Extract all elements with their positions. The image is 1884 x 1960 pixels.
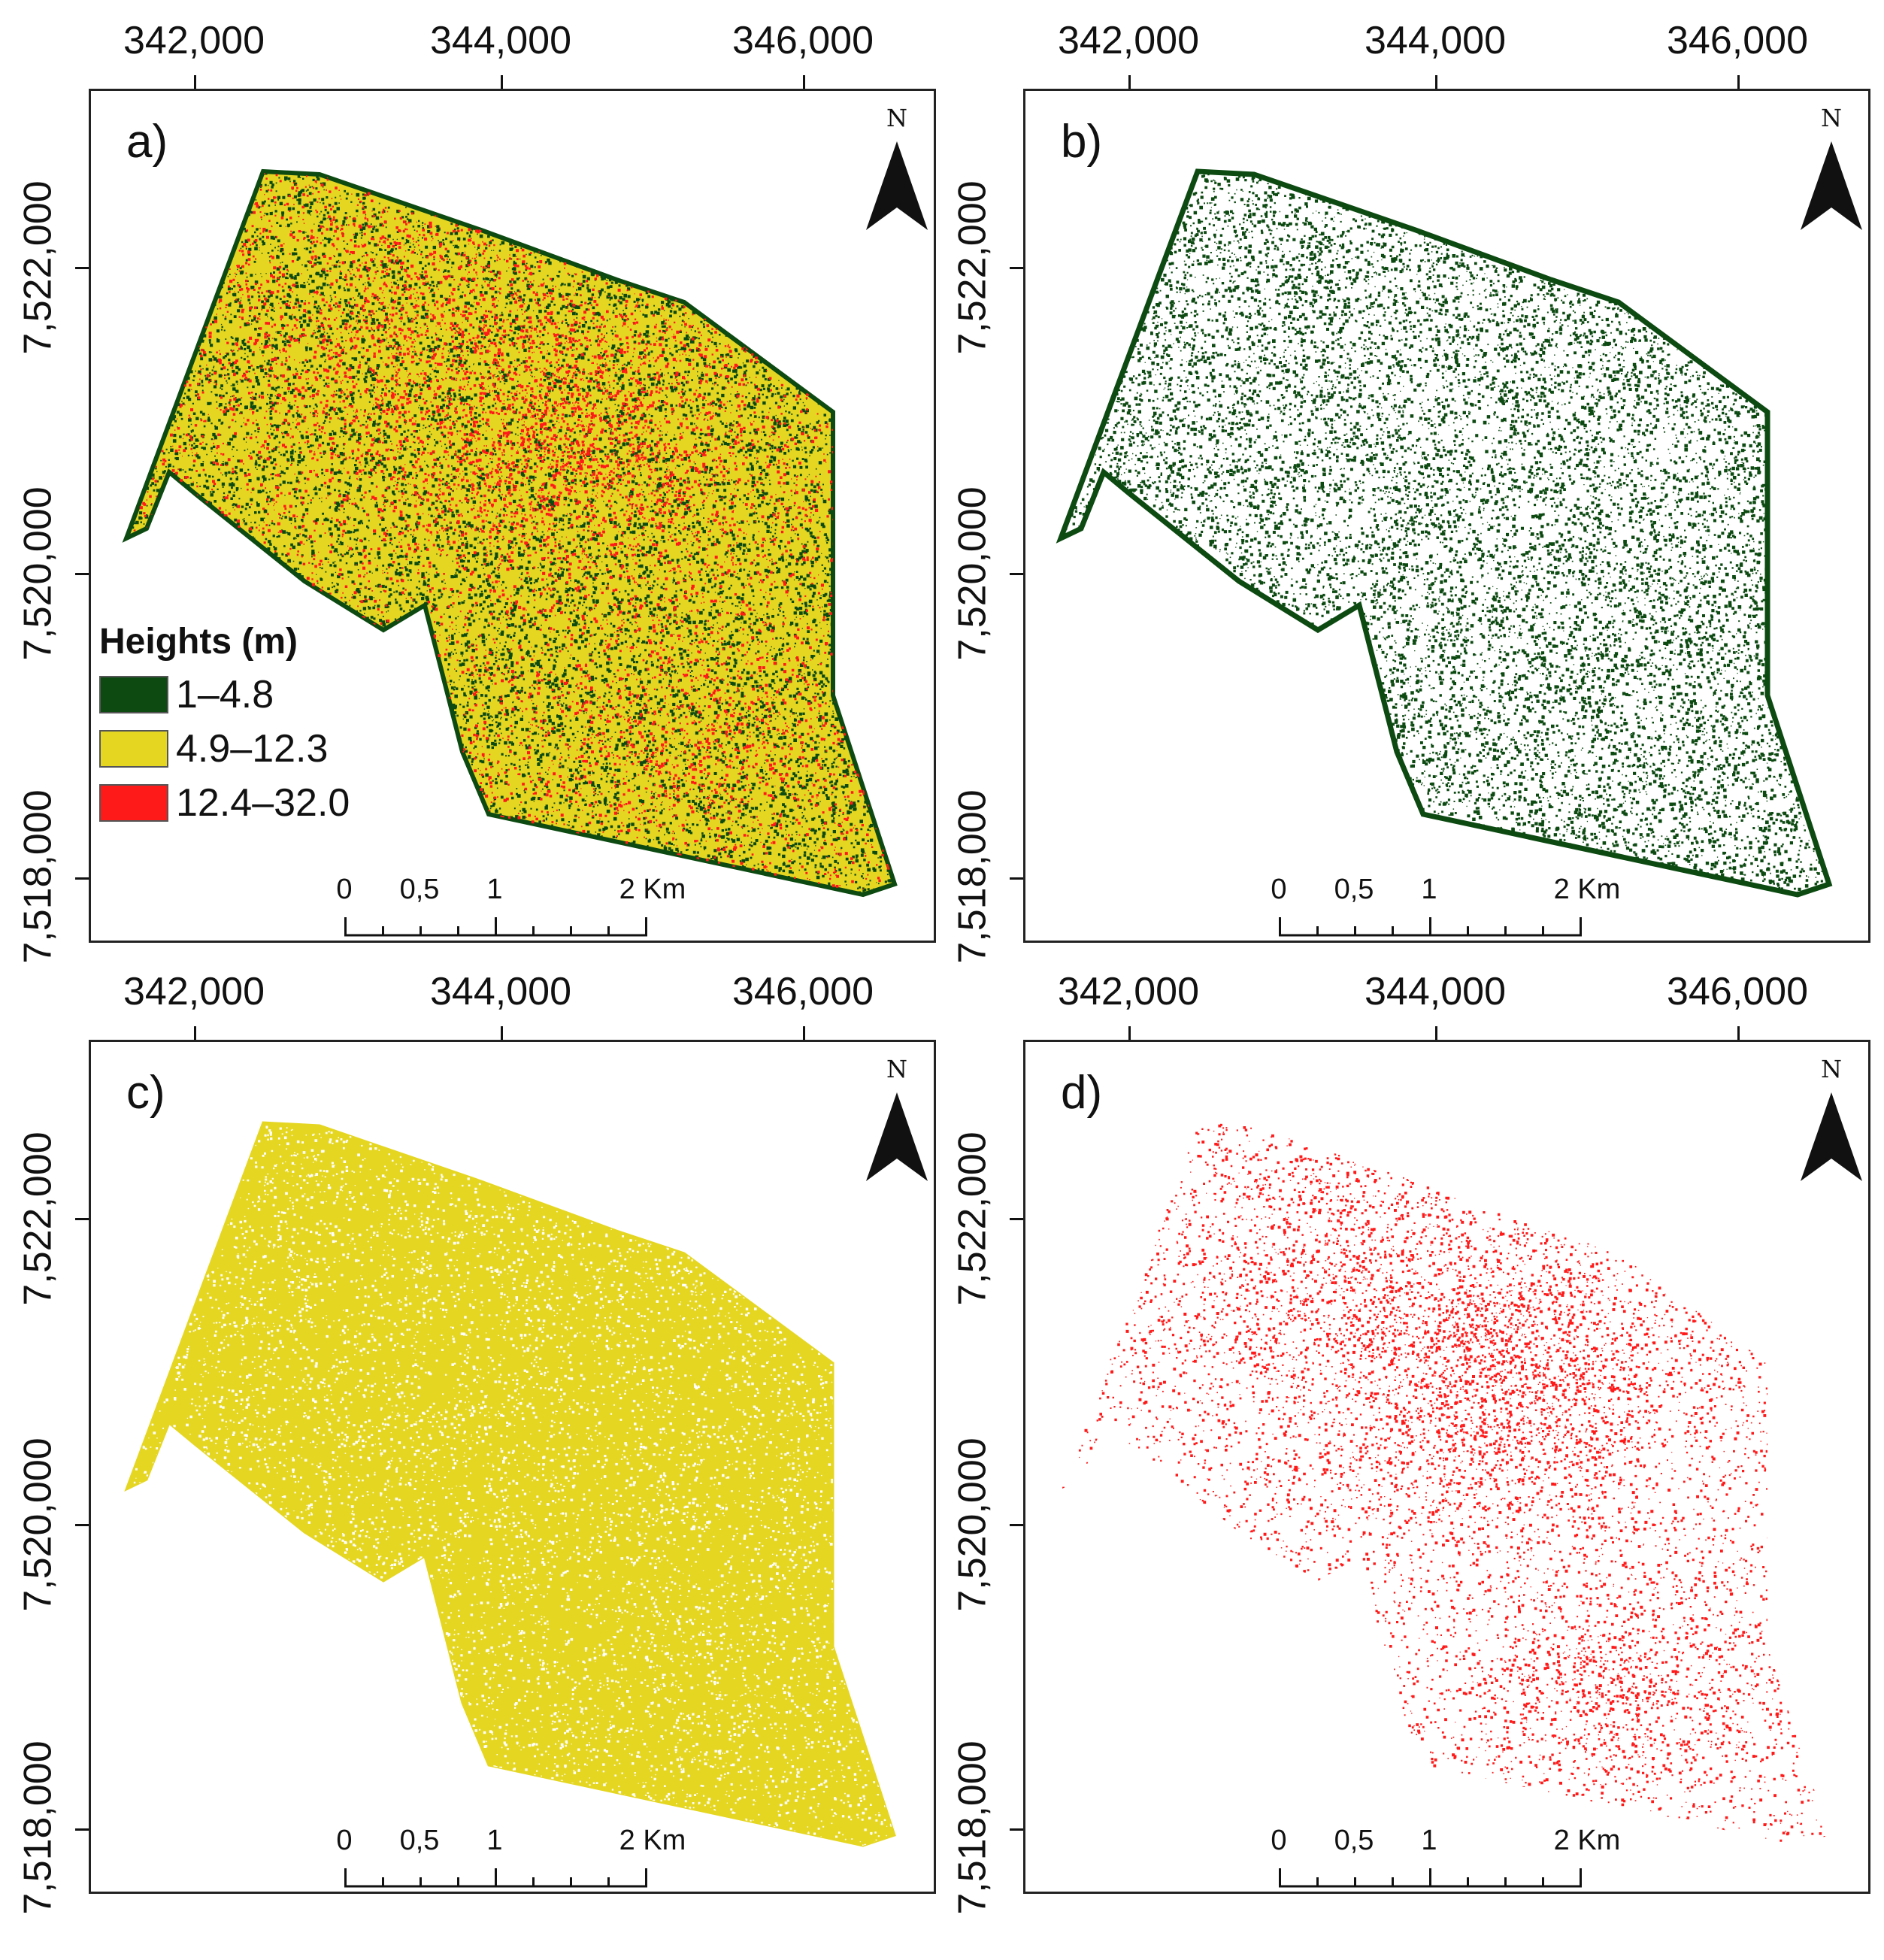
map-panel-d: 342,000 344,000 346,000 7,522,000 7,520,… [934, 951, 1876, 1928]
north-label: N [1821, 1055, 1842, 1083]
legend-item-mid: 4.9–12.3 [99, 729, 350, 768]
x-tick-label-top: 344,000 [430, 19, 571, 62]
x-tick-label-top: 342,000 [1058, 19, 1199, 62]
scale-label: 1 [1421, 874, 1437, 905]
y-tick-mark [75, 1524, 89, 1526]
north-label: N [886, 104, 907, 132]
y-tick-mark [1010, 573, 1023, 575]
legend-item-low: 1–4.8 [99, 675, 350, 714]
y-tick-mark [1010, 877, 1023, 880]
scale-label: 2 Km [619, 1825, 686, 1856]
scale-label: 0 [336, 1825, 353, 1856]
legend-swatch-high [99, 784, 168, 822]
x-tick-mark [1737, 1026, 1740, 1040]
y-tick-mark [75, 573, 89, 575]
scale-bar: 0 0,5 1 2 Km [336, 874, 686, 941]
x-tick-label-top: 346,000 [732, 970, 874, 1013]
x-tick-label-top: 342,000 [123, 19, 265, 62]
y-tick-mark [1010, 1524, 1023, 1526]
scale-label: 0,5 [1334, 1825, 1374, 1856]
x-tick-mark [1128, 1026, 1131, 1040]
legend-label-high: 12.4–32.0 [176, 781, 350, 825]
north-label: N [886, 1055, 907, 1083]
x-tick-mark [501, 75, 503, 89]
scale-label: 1 [486, 874, 503, 905]
map-panel-c: 342,000 344,000 346,000 7,522,000 7,520,… [0, 951, 942, 1928]
north-arrow-icon [866, 141, 928, 230]
scale-label: 2 Km [619, 874, 686, 905]
x-tick-mark [803, 1026, 805, 1040]
vegetation-height-map-mid [124, 1121, 896, 1847]
vegetation-height-map-high [1062, 1123, 1825, 1842]
legend-swatch-low [99, 676, 168, 713]
y-tick-mark [75, 877, 89, 880]
north-arrow-icon [1801, 1092, 1862, 1181]
y-tick-mark [75, 267, 89, 269]
x-tick-mark [803, 75, 805, 89]
x-tick-label-top: 346,000 [732, 19, 874, 62]
map-panel-b: 342,000 344,000 346,000 7,522,000 7,520,… [934, 0, 1876, 977]
scale-bar-ruler [1279, 917, 1582, 937]
map-panel-a: 342,000 344,000 346,000 7,522,000 7,520,… [0, 0, 942, 977]
y-tick-mark [1010, 267, 1023, 269]
x-tick-label-top: 344,000 [1365, 970, 1506, 1013]
north-arrow-icon [1801, 141, 1862, 230]
scale-label: 0,5 [399, 1825, 440, 1856]
legend-swatch-mid [99, 730, 168, 768]
scale-label: 1 [486, 1825, 503, 1856]
scale-bar-ruler [1279, 1868, 1582, 1888]
legend-label-mid: 4.9–12.3 [176, 727, 329, 771]
scale-bar-ruler [344, 1868, 647, 1888]
x-tick-mark [1435, 1026, 1437, 1040]
x-tick-mark [194, 75, 196, 89]
panel-label-c: c) [126, 1067, 165, 1119]
vegetation-height-map-low [1056, 168, 1833, 898]
legend-title: Heights (m) [99, 622, 298, 662]
scale-label: 2 Km [1553, 874, 1621, 905]
scale-bar: 0 0,5 1 2 Km [1271, 874, 1620, 941]
scale-label: 0,5 [399, 874, 440, 905]
legend: Heights (m) 1–4.8 4.9–12.3 12.4–32.0 [99, 624, 350, 822]
panel-label-a: a) [126, 116, 168, 168]
panel-label-b: b) [1061, 116, 1103, 168]
legend-item-high: 12.4–32.0 [99, 783, 350, 822]
map-frame [1023, 1040, 1870, 1894]
scale-label: 2 Km [1553, 1825, 1621, 1856]
north-arrow: N [863, 104, 931, 232]
north-label: N [1821, 104, 1842, 132]
x-tick-mark [1435, 75, 1437, 89]
x-tick-mark [1737, 75, 1740, 89]
north-arrow: N [863, 1055, 931, 1183]
panel-label-d: d) [1061, 1067, 1103, 1119]
x-tick-label-top: 342,000 [123, 970, 265, 1013]
north-arrow: N [1798, 1055, 1865, 1183]
scale-label: 0 [1271, 1825, 1287, 1856]
y-tick-mark [1010, 1218, 1023, 1220]
y-tick-mark [75, 1828, 89, 1831]
north-arrow-icon [866, 1092, 928, 1181]
x-tick-label-top: 344,000 [1365, 19, 1506, 62]
vegetation-height-map-all [122, 168, 898, 898]
north-arrow: N [1798, 104, 1865, 232]
x-tick-mark [501, 1026, 503, 1040]
scale-bar: 0 0,5 1 2 Km [1271, 1825, 1620, 1892]
scale-bar-ruler [344, 917, 647, 937]
x-tick-mark [1128, 75, 1131, 89]
scale-label: 0 [336, 874, 353, 905]
scale-label: 0 [1271, 874, 1287, 905]
y-tick-mark [1010, 1828, 1023, 1831]
scale-label: 0,5 [1334, 874, 1374, 905]
x-tick-mark [194, 1026, 196, 1040]
scale-bar: 0 0,5 1 2 Km [336, 1825, 686, 1892]
x-tick-label-top: 342,000 [1058, 970, 1199, 1013]
y-tick-mark [75, 1218, 89, 1220]
scale-label: 1 [1421, 1825, 1437, 1856]
legend-label-low: 1–4.8 [176, 673, 274, 716]
stand-outline [122, 168, 898, 898]
x-tick-label-top: 346,000 [1667, 970, 1808, 1013]
x-tick-label-top: 346,000 [1667, 19, 1808, 62]
x-tick-label-top: 344,000 [430, 970, 571, 1013]
